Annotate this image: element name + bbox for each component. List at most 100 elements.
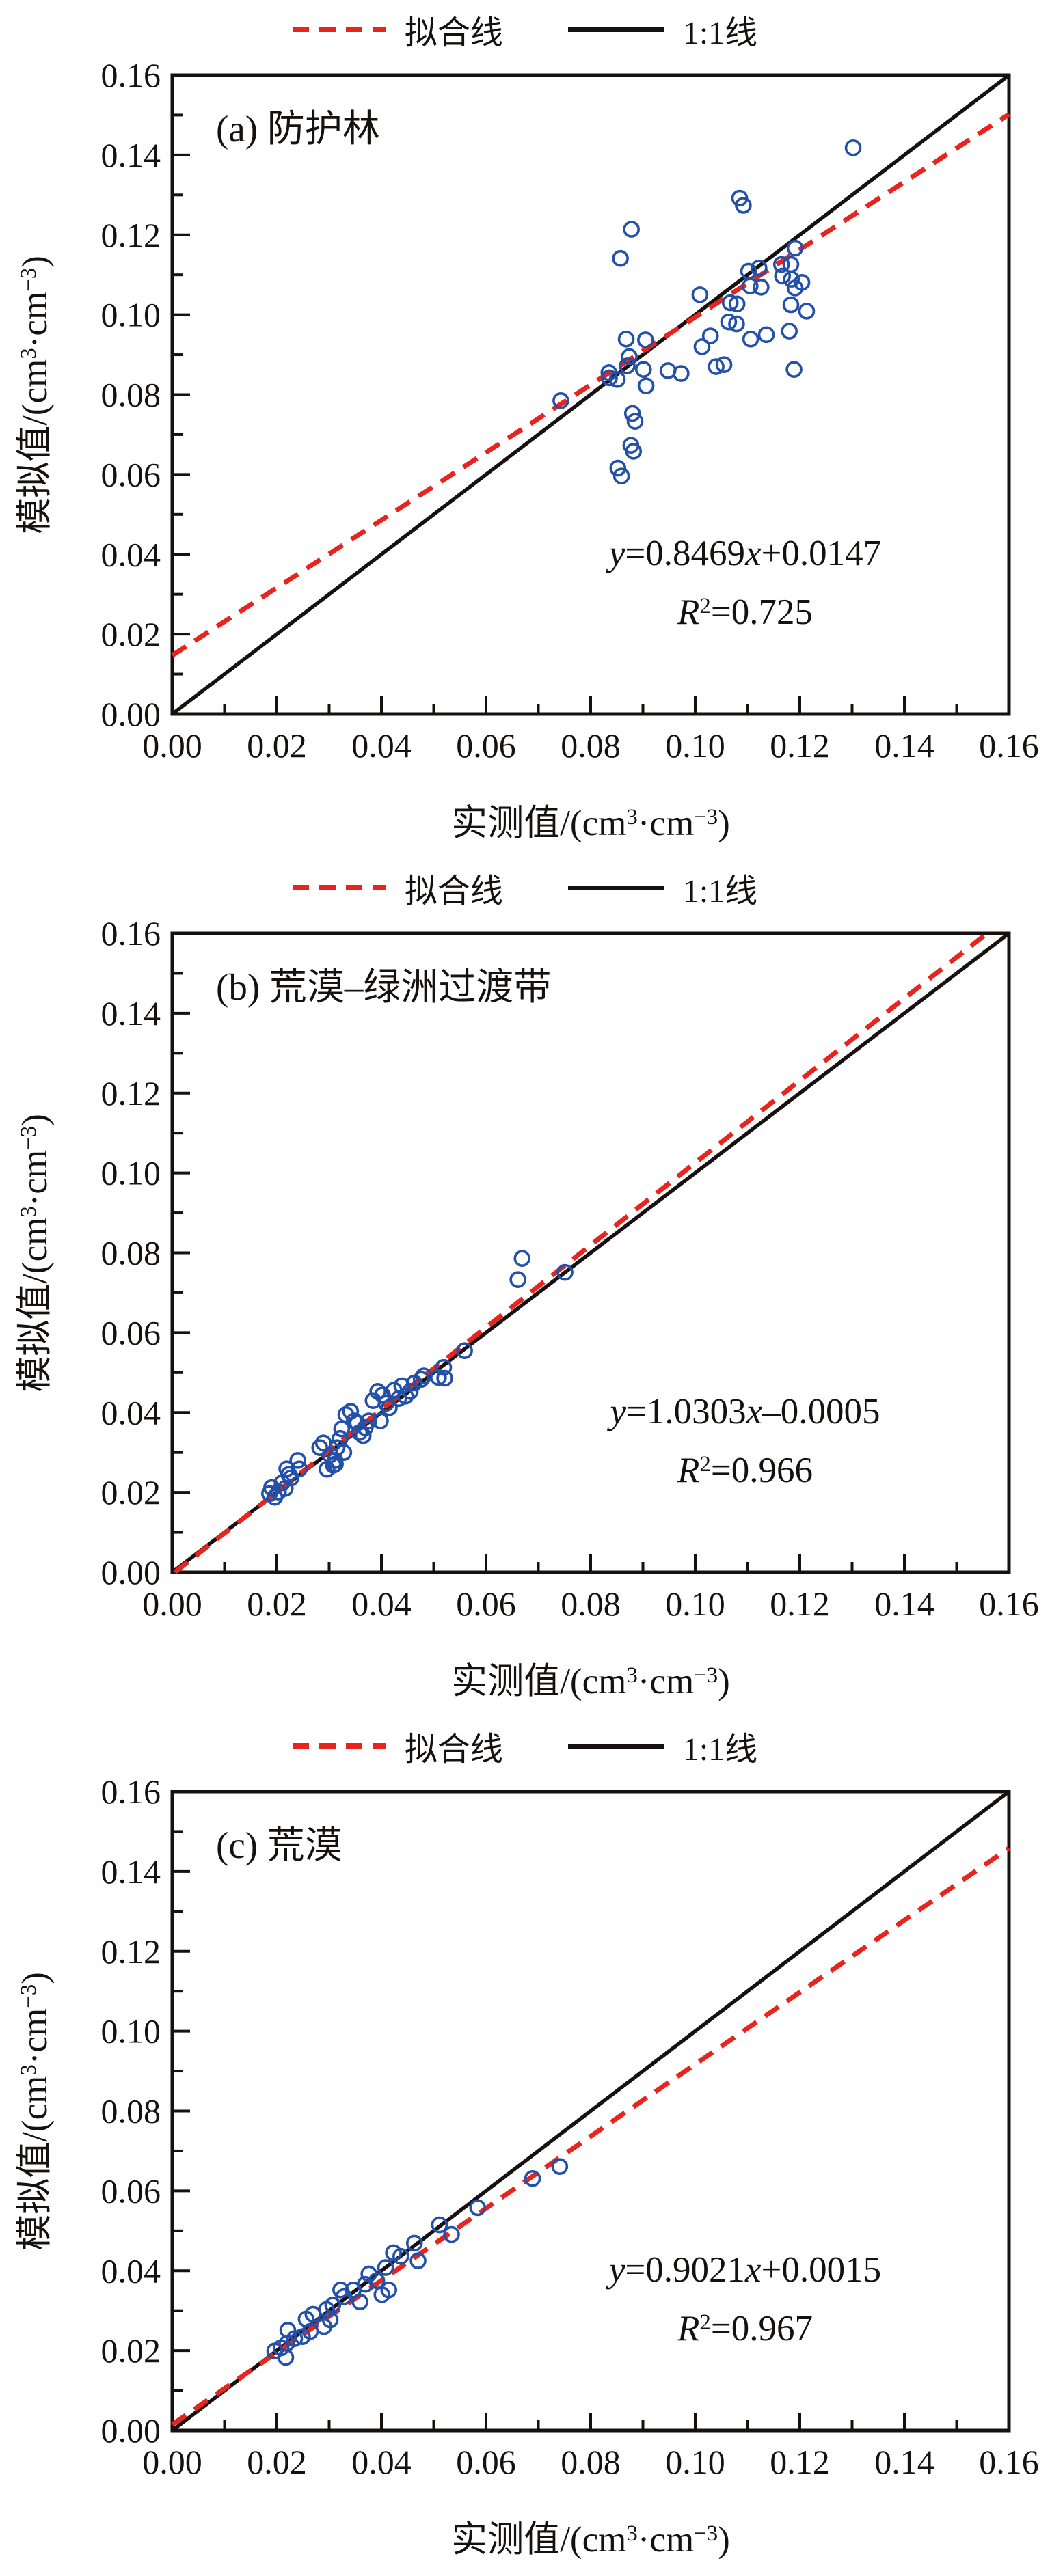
x-tick-label: 0.16	[979, 1585, 1039, 1623]
x-tick-label: 0.02	[247, 726, 307, 765]
data-point	[786, 279, 804, 297]
data-point	[782, 296, 800, 314]
data-point	[360, 2265, 377, 2283]
data-point	[617, 330, 635, 348]
data-point	[708, 358, 725, 375]
y-axis-title: 模拟值/(cm3·cm−3)	[15, 1114, 55, 1393]
axis-ticks	[171, 932, 1010, 1574]
legend-item-fit: 拟合线	[292, 1722, 503, 1770]
data-point	[625, 443, 643, 460]
legend: 拟合线 1:1线	[0, 5, 1050, 53]
data-point	[728, 295, 746, 313]
legend-one-to-one-label: 1:1线	[682, 873, 758, 909]
fit-line	[171, 1846, 1010, 2427]
data-point	[405, 2234, 423, 2252]
data-point	[396, 1387, 414, 1405]
axis-ticks	[171, 1790, 1010, 2432]
data-point	[757, 326, 775, 344]
data-point	[377, 2259, 394, 2276]
y-tick-label: 0.14	[101, 994, 161, 1032]
legend-one-to-one-label: 1:1线	[682, 1731, 758, 1768]
data-point	[266, 1488, 284, 1506]
legend-one-to-one-label: 1:1线	[682, 15, 758, 51]
data-point	[431, 2216, 448, 2234]
x-tick-label: 0.06	[456, 1585, 516, 1623]
fit-line-sample	[292, 27, 386, 32]
y-tick-label: 0.12	[101, 1932, 161, 1971]
data-point	[552, 392, 569, 409]
y-tick-label: 0.02	[101, 1473, 161, 1511]
legend: 拟合线 1:1线	[0, 1722, 1050, 1770]
x-tick-label: 0.12	[770, 2443, 830, 2481]
data-point	[409, 2252, 427, 2269]
x-tick-label: 0.12	[770, 726, 830, 765]
scatter-plot-c: 0.000.00 0.02 0.02 0.04 0.04 0.06 0.06 0.08 0.08…	[101, 1772, 1039, 2481]
x-tick-label: 0.14	[874, 726, 934, 765]
data-point	[556, 1263, 574, 1281]
data-point	[619, 357, 636, 374]
data-point	[335, 1444, 353, 1461]
tick-labels: 0.000.00 0.02 0.02 0.04 0.04 0.06 0.06 0.08 0.08…	[101, 56, 1039, 765]
data-point	[381, 1399, 398, 1416]
x-tick-label: 0.06	[456, 2443, 516, 2481]
x-tick-label: 0.04	[351, 726, 412, 765]
data-point	[673, 365, 690, 382]
data-point	[621, 348, 638, 366]
data-point	[753, 279, 770, 296]
data-point	[319, 1460, 336, 1478]
y-tick-label: 0.08	[101, 376, 161, 414]
r-squared: R2=0.967	[677, 2308, 813, 2348]
y-tick-label: 0.14	[101, 1852, 161, 1891]
x-tick-label: 0.00	[142, 2443, 202, 2481]
r-squared: R2=0.725	[677, 592, 813, 632]
data-point	[280, 1466, 297, 1483]
data-point	[623, 405, 641, 422]
x-tick-label: 0.14	[874, 1585, 934, 1623]
tick-labels: 0.000.00 0.02 0.02 0.04 0.04 0.06 0.06 0.08 0.08…	[101, 1772, 1039, 2481]
data-point	[385, 2244, 402, 2262]
data-point	[844, 139, 862, 156]
y-tick-label: 0.16	[101, 1772, 161, 1811]
x-tick-label: 0.10	[665, 726, 725, 765]
x-axis-title: 实测值/(cm3·cm−3)	[451, 804, 730, 843]
data-point	[435, 1358, 453, 1376]
x-tick-label: 0.02	[247, 1585, 307, 1623]
x-tick-label: 0.16	[979, 2443, 1039, 2481]
legend-item-fit: 拟合线	[292, 5, 503, 53]
x-tick-label: 0.08	[561, 2443, 621, 2481]
data-point	[513, 1250, 531, 1267]
panel-a-title: (a) 防护林	[216, 108, 380, 150]
legend-item-fit: 拟合线	[292, 864, 503, 912]
panel-c-equation: y=0.9021x+0.0015 R2=0.967	[479, 2241, 1012, 2359]
data-point	[412, 1371, 430, 1388]
data-point	[751, 259, 768, 277]
y-tick-label: 0.06	[101, 1313, 161, 1352]
legend-item-one-to-one: 1:1线	[567, 864, 758, 912]
x-tick-label: 0.02	[247, 2443, 307, 2481]
y-tick-label: 0.12	[101, 1074, 161, 1112]
legend-fit-label: 拟合线	[404, 1731, 503, 1768]
y-tick-label: 0.00	[101, 695, 161, 733]
data-points	[266, 2158, 569, 2366]
fit-line-sample	[292, 885, 386, 890]
fit-equation: y=1.0303x–0.0005	[610, 1392, 880, 1431]
fit-line-sample	[292, 1743, 386, 1749]
x-tick-label: 0.00	[142, 1585, 202, 1623]
x-axis-title: 实测值/(cm3·cm−3)	[451, 1662, 730, 1701]
y-tick-label: 0.02	[101, 2331, 161, 2370]
data-point	[693, 338, 711, 355]
data-point	[436, 1369, 453, 1387]
data-point	[332, 2281, 349, 2299]
data-point	[623, 221, 640, 238]
scatter-plot-b: 0.000.00 0.02 0.02 0.04 0.04 0.06 0.06 0.08 0.08…	[101, 914, 1039, 1623]
data-point	[735, 197, 752, 214]
data-point	[786, 239, 804, 257]
panel-b-block: 拟合线 1:1线 0.00 0.00 0.02 0.02 0.04 0.04 0.06 0.0…	[0, 858, 1050, 1716]
data-point	[772, 256, 790, 273]
data-point	[369, 1382, 386, 1400]
legend-item-one-to-one: 1:1线	[567, 5, 758, 53]
data-point	[637, 377, 655, 394]
x-tick-label: 0.10	[665, 2443, 725, 2481]
data-point	[430, 1369, 447, 1386]
legend-fit-label: 拟合线	[404, 873, 503, 909]
